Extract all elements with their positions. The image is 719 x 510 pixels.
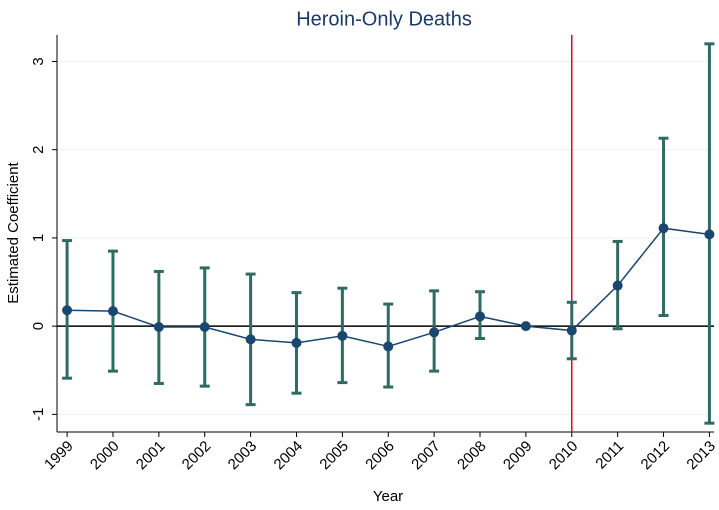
coefficient-point [658,223,669,234]
x-tick-label: 2001 [133,438,169,474]
x-tick-label: 2003 [225,438,261,474]
x-axis-label: Year [373,488,403,505]
x-tick-label: 2000 [87,438,123,474]
coefficient-point [153,322,164,333]
x-tick-label: 2010 [546,438,582,474]
x-tick-label: 2011 [592,438,627,473]
x-tick-label: 2006 [362,438,398,474]
coefficient-point [62,305,73,316]
coefficient-point [429,327,440,338]
y-tick-label: 2 [30,146,47,154]
x-tick-label: 1999 [41,438,77,474]
y-tick-label: 1 [30,234,47,242]
coefficient-point [475,311,486,322]
x-tick-label: 2009 [500,438,536,474]
x-tick-label: 2005 [316,438,352,474]
coefficient-point [383,341,394,352]
coefficient-point [199,322,210,333]
x-tick-label: 2008 [454,438,490,474]
y-tick-label: -1 [30,408,47,421]
coefficient-point [612,280,623,291]
x-tick-label: 2002 [179,438,215,474]
x-tick-label: 2013 [683,438,719,474]
coefficient-point [337,330,348,341]
x-tick-label: 2007 [408,438,444,474]
coefficient-point [107,306,118,317]
chart-title: Heroin-Only Deaths [296,8,472,30]
coefficient-point [704,229,715,240]
coefficient-point [245,334,256,345]
y-axis-label: Estimated Coefficient [5,161,22,303]
y-tick-label: 3 [30,57,47,65]
coefficient-point [566,325,577,336]
x-tick-label: 2012 [638,438,674,474]
coefficient-point [520,321,531,332]
y-tick-label: 0 [30,322,47,330]
x-tick-label: 2004 [271,438,307,474]
coefficient-point [291,337,302,348]
